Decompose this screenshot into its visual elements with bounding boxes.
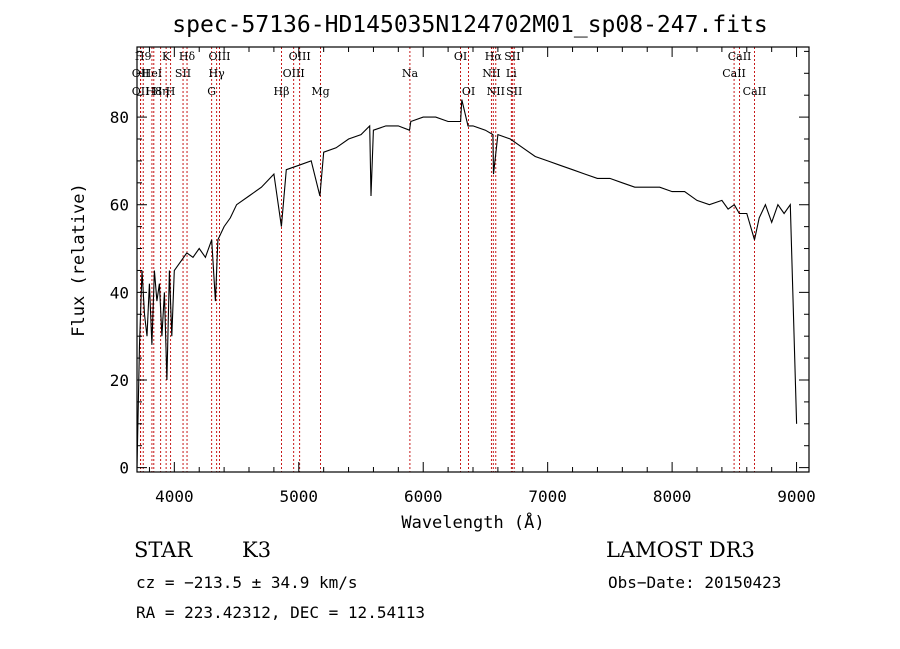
line-marker-label: Mg: [311, 85, 329, 98]
line-marker-label: H8: [146, 85, 163, 98]
observation-date: Obs−Date: 20150423: [608, 573, 782, 592]
line-marker-label: NII: [487, 85, 505, 98]
line-marker-label: OIII: [289, 50, 311, 63]
line-marker-label: HeI: [142, 67, 162, 80]
line-marker-label: Hβ: [274, 85, 290, 98]
object-type: STAR: [134, 538, 193, 562]
x-axis-label: Wavelength (Å): [401, 511, 544, 533]
line-marker-label: CaII: [743, 85, 767, 98]
line-marker-label: H: [166, 85, 176, 98]
line-marker-label: OI: [462, 85, 475, 98]
line-marker-label: CaII: [728, 50, 752, 63]
line-marker-label: SII: [504, 50, 520, 63]
y-axis-label: Flux (relative): [69, 183, 89, 337]
line-marker-label: NII: [482, 67, 500, 80]
plot-frame: [136, 46, 810, 473]
survey-name: LAMOST DR3: [606, 538, 755, 562]
line-marker-label: K: [162, 50, 171, 63]
line-marker-label: Hγ: [209, 67, 226, 80]
line-marker-label: OIII: [208, 50, 230, 63]
line-marker-label: OI: [454, 50, 467, 63]
x-tick-label: 5000: [280, 487, 319, 506]
y-tick-label: 40: [110, 283, 129, 302]
x-tick-label: 9000: [777, 487, 816, 506]
line-marker-label: SII: [506, 85, 522, 98]
redshift-velocity: cz = −213.5 ± 34.9 km/s: [136, 573, 358, 592]
line-marker-label: SII: [175, 67, 191, 80]
x-tick-label: 7000: [528, 487, 567, 506]
coordinates: RA = 223.42312, DEC = 12.54113: [136, 603, 425, 622]
y-tick-label: 20: [110, 371, 129, 390]
y-tick-label: 0: [119, 459, 129, 478]
line-marker-label: H9: [135, 50, 152, 63]
line-marker-label: Hη: [153, 85, 169, 98]
spectrum-line: [136, 99, 798, 468]
line-marker-label: Li: [506, 67, 517, 80]
y-tick-label: 60: [110, 196, 129, 215]
line-marker-label: CaII: [722, 67, 746, 80]
line-markers: [140, 47, 755, 472]
spectral-subclass: K3: [242, 538, 272, 562]
y-axis-ticks: 0 20 40 60 80: [110, 50, 809, 478]
line-marker-label: OII: [132, 85, 150, 98]
line-marker-label: Hδ: [179, 50, 196, 63]
x-axis-ticks: 4000 5000 6000 7000 8000 9000: [148, 47, 816, 506]
line-marker-label: OIII: [283, 67, 305, 80]
line-marker-label: Hα: [485, 50, 503, 63]
chart-title: spec-57136-HD145035N124702M01_sp08-247.f…: [172, 12, 767, 38]
y-tick-label: 80: [110, 108, 129, 127]
x-tick-label: 8000: [653, 487, 692, 506]
x-tick-label: 4000: [155, 487, 194, 506]
line-marker-labels: H9OIIOIIHeIH8HηKHSIIHδGHγOIIIHβOIIIOIIIM…: [132, 50, 767, 98]
line-marker-label: G: [207, 85, 216, 98]
x-tick-label: 6000: [404, 487, 443, 506]
line-marker-label: Na: [402, 67, 419, 80]
